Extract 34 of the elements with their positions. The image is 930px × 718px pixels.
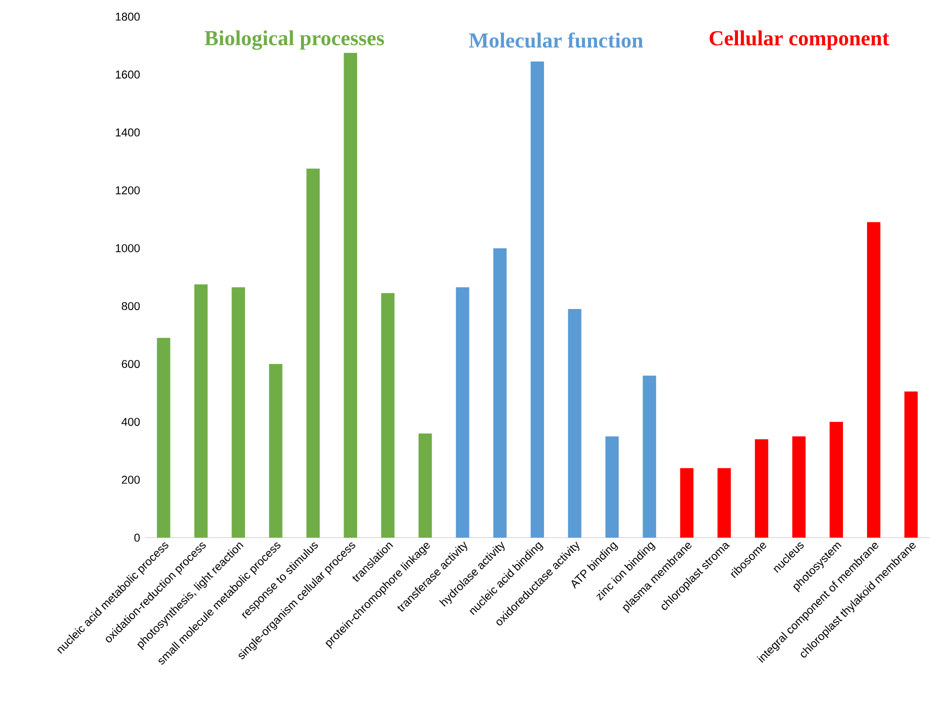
bar <box>680 468 694 538</box>
y-tick-label: 1800 <box>116 12 140 21</box>
annotation: Cellular component <box>710 30 890 50</box>
bar <box>718 468 731 538</box>
bar <box>418 434 432 538</box>
y-tick-label: 200 <box>122 476 140 484</box>
y-tick-label: 1600 <box>116 70 140 79</box>
bar <box>194 284 208 538</box>
bar <box>344 53 358 538</box>
bar <box>867 222 880 538</box>
bar <box>156 338 170 538</box>
bar <box>605 436 619 538</box>
bar <box>904 392 918 538</box>
annotation: Biological processes <box>204 30 384 50</box>
y-tick-label: 600 <box>122 360 140 368</box>
bar <box>754 439 768 538</box>
bar <box>830 422 843 538</box>
bar <box>456 288 470 538</box>
bar <box>232 288 246 538</box>
y-tick-label: 800 <box>122 302 140 310</box>
bar <box>568 309 582 538</box>
bar <box>306 168 320 538</box>
bar <box>642 376 656 538</box>
bar <box>493 248 507 538</box>
bar <box>381 293 394 538</box>
bar <box>792 436 806 538</box>
y-tick-label: 1200 <box>116 186 140 195</box>
annotation: Molecular function <box>469 32 644 48</box>
y-tick-label: 1000 <box>116 244 140 252</box>
y-tick-label: 400 <box>122 418 140 426</box>
bar <box>269 364 282 538</box>
y-tick-label: 1400 <box>116 128 140 137</box>
y-tick-label: 0 <box>134 534 140 542</box>
bar <box>530 62 544 538</box>
